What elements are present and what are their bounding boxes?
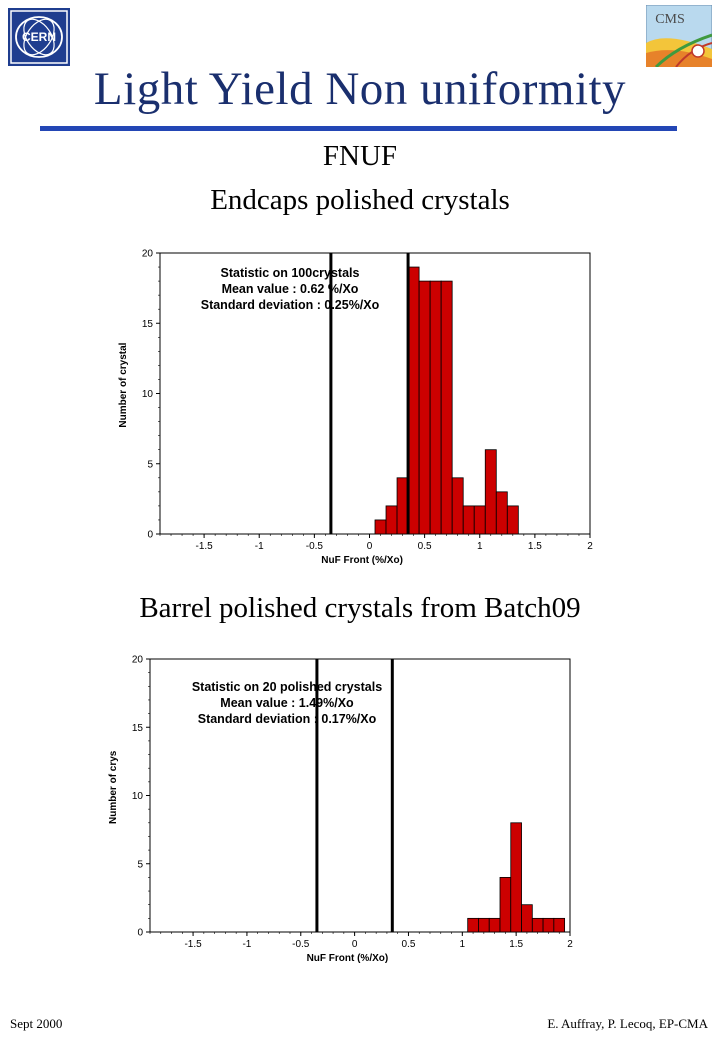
histogram-bar	[440, 280, 453, 535]
stat-annotation: Mean value : 0.62 %/Xo	[222, 282, 359, 296]
y-tick-label: 5	[147, 459, 153, 470]
chart-heading-endcaps: Endcaps polished crystals	[210, 184, 510, 216]
x-tick-label: -1	[242, 939, 251, 950]
y-tick-label: 15	[132, 723, 144, 734]
x-axis-label: NuF Front (%/Xo)	[307, 953, 389, 964]
y-tick-label: 10	[132, 791, 144, 802]
histogram-bar	[467, 917, 479, 933]
x-tick-label: 2	[567, 939, 573, 950]
histogram-bar	[451, 477, 464, 535]
histogram-bar	[484, 449, 497, 535]
histogram-bar	[488, 917, 501, 933]
y-tick-label: 0	[147, 530, 153, 541]
stat-annotation: Statistic on 100crystals	[221, 266, 360, 280]
y-tick-label: 20	[142, 249, 154, 260]
histogram-bar	[531, 917, 544, 933]
x-tick-label: -1	[255, 541, 264, 552]
x-tick-label: 0.5	[402, 939, 416, 950]
histogram-bar	[521, 904, 533, 933]
x-tick-label: 1	[460, 939, 466, 950]
page-subtitle: FNUF	[322, 140, 398, 172]
stat-annotation: Standard deviation : 0.25%/Xo	[201, 298, 380, 312]
cern-logo-text: CERN	[22, 30, 56, 44]
y-tick-label: 20	[132, 655, 144, 666]
y-axis-label: Number of crystal	[118, 342, 129, 427]
page-title: Light Yield Non uniformity	[93, 63, 627, 115]
y-tick-label: 15	[142, 319, 154, 330]
histogram-bar	[510, 822, 522, 933]
histogram-bar	[542, 917, 555, 933]
x-tick-label: -0.5	[292, 939, 310, 950]
x-tick-label: 1.5	[528, 541, 542, 552]
cern-logo-graphic: CERN	[8, 8, 70, 66]
y-axis-label: Number of crys	[108, 750, 119, 824]
x-tick-label: 1	[477, 541, 483, 552]
histogram-bar	[553, 917, 566, 933]
histogram-bar	[396, 477, 409, 535]
footer-date: Sept 2000	[10, 1016, 63, 1031]
histogram-bar	[385, 505, 398, 535]
histogram-bar	[407, 266, 420, 535]
histogram-bar	[462, 505, 475, 535]
cms-logo: CMS	[645, 4, 713, 69]
y-tick-label: 10	[142, 389, 154, 400]
x-tick-label: 1.5	[509, 939, 523, 950]
cms-logo-text: CMS	[655, 12, 685, 27]
histogram-barrel: -1.5 -1 -0.5 0 0.5 1 1.5 2 0 5 10 15 20 NuF Front (%/…	[100, 646, 580, 977]
histogram-bar	[429, 280, 442, 535]
x-axis-label: NuF Front (%/Xo)	[321, 555, 403, 566]
title-underline	[40, 126, 677, 131]
stat-annotation: Mean value : 1.49%/Xo	[220, 696, 354, 710]
chart-heading-barrel: Barrel polished crystals from Batch09	[139, 592, 581, 624]
x-tick-label: -1.5	[195, 541, 213, 552]
stat-annotation: Standard deviation : 0.17%/Xo	[198, 712, 377, 726]
y-tick-label: 5	[137, 859, 143, 870]
footer-authors: E. Auffray, P. Lecoq, EP-CMA	[547, 1016, 708, 1031]
x-tick-label: -1.5	[184, 939, 202, 950]
histogram-bar	[506, 505, 519, 535]
y-tick-label: 0	[137, 928, 143, 939]
histogram-bar	[478, 917, 490, 933]
histogram-endcaps: -1.5 -1 -0.5 0 0.5 1 1.5 2 0 5 10 15 20 NuF Front (%/…	[110, 240, 600, 577]
histogram-bar	[499, 876, 512, 933]
x-tick-label: 0.5	[418, 541, 432, 552]
stat-annotation: Statistic on 20 polished crystals	[192, 680, 382, 694]
histogram-bar	[495, 491, 508, 535]
histogram-bar	[473, 505, 486, 535]
histogram-bar	[418, 280, 431, 535]
cern-logo: CERN	[8, 8, 70, 66]
x-tick-label: 0	[352, 939, 358, 950]
plot-area	[159, 252, 591, 535]
histogram-bar	[374, 519, 387, 535]
x-tick-label: 2	[587, 541, 593, 552]
x-tick-label: -0.5	[306, 541, 324, 552]
x-tick-label: 0	[367, 541, 373, 552]
cms-logo-graphic: CMS	[645, 4, 713, 69]
